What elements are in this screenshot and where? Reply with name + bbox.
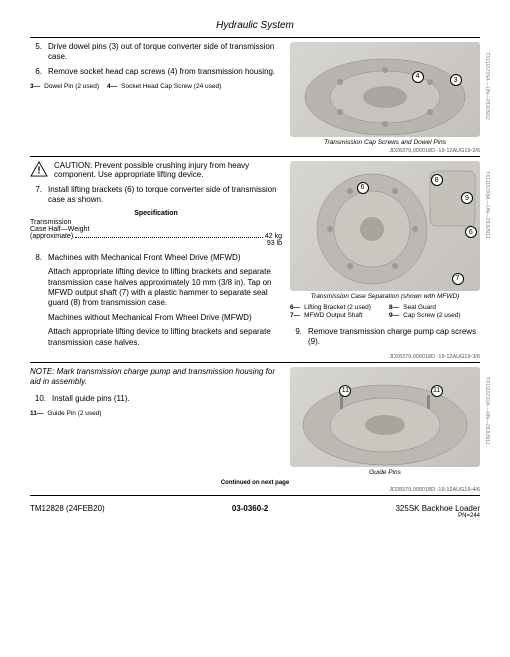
legend: 3— Dowel Pin (2 used) 4— Socket Head Cap…: [30, 83, 282, 91]
step-6: 6. Remove socket head cap screws (4) fro…: [30, 67, 282, 77]
paragraph-head: Machines without Mechanical From Wheel D…: [48, 313, 282, 323]
callout-11b: 11: [431, 385, 443, 397]
continued-label: Continued on next page: [30, 480, 480, 486]
step-text: Remove transmission charge pump cap scre…: [308, 327, 480, 348]
figure-caption: Transmission Case Separation (shown with…: [290, 293, 480, 300]
divider: [30, 495, 480, 496]
legend: 6—Lifting Bracket (2 used) 8—Seal Guard …: [290, 304, 480, 319]
figure-caption: Guide Pins: [290, 469, 480, 476]
figure-side-code: TX1116708A —UN—28JUN12: [484, 171, 490, 239]
legend-num: 7—: [290, 312, 300, 319]
legend-num: 8—: [389, 304, 399, 311]
page-footer: TM12828 (24FEB20) 03-0360-2 325SK Backho…: [30, 504, 480, 513]
note: NOTE: Mark transmission charge pump and …: [30, 367, 282, 388]
legend-num: 3—: [30, 83, 40, 91]
divider: [30, 362, 480, 363]
step-text: Remove socket head cap screws (4) from t…: [48, 67, 275, 77]
divider: [30, 37, 480, 38]
figure-side-code: TX1116710A —UN—28JUN12: [484, 377, 490, 445]
section-2: ! CAUTION: Prevent possible crushing inj…: [30, 161, 480, 352]
legend-num: 11—: [30, 410, 43, 418]
image-code: JD28379,000018D -19-12AUG19-3/6: [30, 354, 480, 360]
section-1: 5. Drive dowel pins (3) out of torque co…: [30, 42, 480, 146]
step-number: 6.: [30, 67, 42, 77]
footer-right: 325SK Backhoe Loader: [395, 504, 480, 513]
paragraph: Attach appropriate lifting device to lif…: [48, 267, 282, 309]
step-text: Drive dowel pins (3) out of torque conve…: [48, 42, 282, 63]
step-8: 8. Machines with Mechanical Front Wheel …: [30, 253, 282, 263]
callout-7: 7: [452, 273, 464, 285]
step-number: 9.: [290, 327, 302, 348]
footer-left: TM12828 (24FEB20): [30, 504, 105, 513]
footer-center: 03-0360-2: [232, 504, 268, 513]
spec-title: Specification: [30, 210, 282, 217]
legend-label: Lifting Bracket (2 used): [304, 304, 371, 311]
legend-num: 6—: [290, 304, 300, 311]
step-9: 9. Remove transmission charge pump cap s…: [290, 327, 480, 348]
callout-3: 3: [450, 74, 462, 86]
step-5: 5. Drive dowel pins (3) out of torque co…: [30, 42, 282, 63]
step-number: 10.: [30, 394, 46, 404]
image-code: JD28379,000018D -19-12AUG19-4/6: [30, 487, 480, 493]
caution-block: ! CAUTION: Prevent possible crushing inj…: [30, 161, 282, 179]
spec-label: (approximate): [30, 233, 73, 240]
caution-text: CAUTION: Prevent possible crushing injur…: [54, 161, 282, 179]
legend-label: Dowel Pin (2 used): [44, 83, 99, 91]
step-text: Install guide pins (11).: [52, 394, 130, 404]
paragraph: Attach appropriate lifting device to lif…: [48, 327, 282, 348]
callout-6: 6: [357, 182, 369, 194]
spec-label: Transmission: [30, 219, 71, 226]
callout-8: 8: [431, 174, 443, 186]
step-number: 8.: [30, 253, 42, 263]
legend-label: Socket Head Cap Screw (24 used): [121, 83, 221, 91]
spec-label: Case Half—Weight: [30, 226, 89, 233]
step-text: Machines with Mechanical Front Wheel Dri…: [48, 253, 241, 263]
legend: 11— Guide Pin (2 used): [30, 410, 282, 418]
step-text: Install lifting brackets (6) to torque c…: [48, 185, 282, 206]
legend-num: 9—: [389, 312, 399, 319]
figure-side-code: TX1116706A —UN—28JUN12: [484, 52, 490, 120]
callout-4: 4: [412, 71, 424, 83]
divider: [30, 156, 480, 157]
svg-text:!: !: [37, 165, 40, 176]
step-number: 5.: [30, 42, 42, 63]
legend-label: Seal Guard: [403, 304, 436, 311]
callout-6b: 6: [465, 226, 477, 238]
spec-value: 93 lb: [267, 240, 282, 247]
figure-transmission-separation: 6 8 9 6 7: [290, 161, 480, 291]
section-3: NOTE: Mark transmission charge pump and …: [30, 367, 480, 476]
legend-label: Cap Screw (2 used): [403, 312, 460, 319]
warning-icon: !: [30, 161, 48, 177]
image-code: JD28379,000018D -19-12AUG19-2/6: [30, 148, 480, 154]
step-10: 10. Install guide pins (11).: [30, 394, 282, 404]
legend-label: Guide Pin (2 used): [47, 410, 101, 418]
figure-guide-pins: 11 11: [290, 367, 480, 467]
page-number: PN=244: [30, 513, 480, 519]
page-title: Hydraulic System: [30, 20, 480, 31]
figure-transmission-cap-screws: 4 3: [290, 42, 480, 137]
figure-caption: Transmission Cap Screws and Dowel Pins: [290, 139, 480, 146]
step-number: 7.: [30, 185, 42, 206]
step-7: 7. Install lifting brackets (6) to torqu…: [30, 185, 282, 206]
legend-num: 4—: [107, 83, 117, 91]
spec-value: 42 kg: [265, 233, 282, 240]
legend-label: MFWD Output Shaft: [304, 312, 363, 319]
